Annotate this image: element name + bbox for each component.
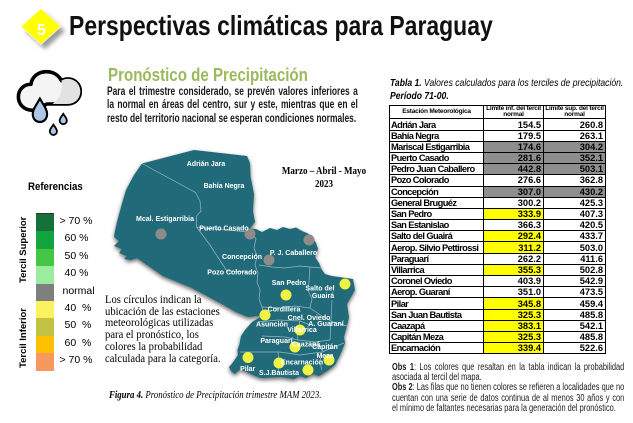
- svg-text:Cnel. Oviedo: Cnel. Oviedo: [288, 315, 331, 322]
- svg-text:Mcal. Estigarribia: Mcal. Estigarribia: [136, 216, 194, 223]
- svg-text:San Pedro: San Pedro: [272, 280, 307, 287]
- svg-text:Caazapá: Caazapá: [292, 342, 321, 349]
- svg-text:Puerto Casado: Puerto Casado: [199, 226, 248, 233]
- svg-text:Encarnación: Encarnación: [281, 360, 323, 367]
- svg-text:Capitán: Capitán: [312, 344, 338, 351]
- svg-text:Salto del: Salto del: [305, 286, 334, 293]
- svg-text:Paraguarí: Paraguarí: [260, 338, 293, 345]
- svg-text:Adrián Jara: Adrián Jara: [187, 161, 226, 168]
- svg-text:Villarrica: Villarrica: [287, 327, 317, 334]
- svg-text:Pilar: Pilar: [240, 366, 255, 373]
- svg-text:Meza: Meza: [316, 353, 333, 360]
- svg-text:Pozo Colorado: Pozo Colorado: [207, 270, 256, 277]
- svg-text:Cordillera: Cordillera: [268, 307, 301, 314]
- svg-text:S.J.Bautista: S.J.Bautista: [259, 370, 299, 377]
- svg-text:Bahía Negra: Bahía Negra: [204, 183, 245, 190]
- svg-text:Guairá: Guairá: [312, 293, 334, 300]
- svg-text:P. J. Caballero: P. J. Caballero: [270, 250, 317, 257]
- svg-text:Concepción: Concepción: [222, 254, 262, 261]
- svg-text:Asunción: Asunción: [256, 322, 288, 329]
- svg-text:5: 5: [37, 22, 46, 39]
- svg-text:A. Guaraní: A. Guaraní: [308, 321, 344, 328]
